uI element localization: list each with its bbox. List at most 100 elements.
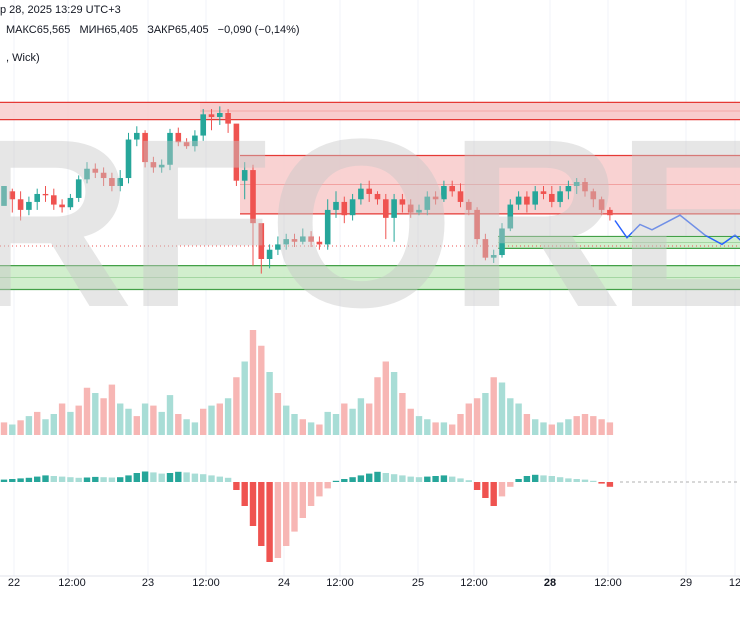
volume-bar-67 — [556, 422, 564, 435]
histogram-bar-58 — [482, 482, 489, 498]
volume-bar-14 — [117, 403, 124, 435]
volume-bar-32 — [266, 372, 273, 435]
volume-bar-35 — [291, 414, 298, 435]
histogram-bar-49 — [407, 476, 414, 482]
histogram-bar-30 — [249, 482, 257, 526]
candle-body-64 — [532, 191, 538, 205]
volume-bar-39 — [324, 411, 331, 435]
candle-body-67 — [557, 191, 563, 202]
histogram-bar-61 — [507, 482, 514, 487]
candle-body-23 — [192, 135, 198, 147]
histogram-bar-29 — [241, 482, 248, 506]
candle-body-49 — [407, 204, 414, 213]
candle-body-72 — [598, 199, 605, 210]
candle-body-7 — [59, 204, 65, 208]
candle-body-71 — [590, 191, 597, 200]
watermark-text: RFOREX.c — [0, 89, 740, 357]
candle-body-28 — [233, 123, 240, 181]
histogram-bar-27 — [224, 477, 232, 482]
volume-bar-43 — [357, 398, 365, 435]
volume-bar-42 — [349, 408, 356, 435]
histogram-bar-37 — [307, 482, 315, 506]
candle-body-13 — [109, 178, 115, 186]
histogram-bar-17 — [141, 471, 149, 482]
volume-bar-4 — [34, 411, 41, 435]
ohlc-high: МАКС65,565 — [6, 24, 70, 36]
time-axis-label-6: 25 — [411, 577, 425, 589]
candle-body-30 — [250, 170, 256, 224]
histogram-bar-50 — [415, 477, 423, 482]
volume-bar-26 — [216, 403, 223, 435]
histogram-bar-1 — [9, 479, 16, 482]
volume-bar-9 — [75, 405, 82, 435]
volume-bar-56 — [465, 403, 472, 435]
histogram-bar-73 — [606, 482, 614, 487]
histogram-bar-33 — [274, 482, 282, 558]
histogram-bar-72 — [598, 482, 605, 484]
volume-bar-5 — [42, 419, 49, 435]
histogram-bar-51 — [424, 476, 431, 482]
candle-body-1 — [9, 191, 16, 200]
volume-bar-0 — [0, 422, 8, 435]
candle-body-38 — [316, 241, 323, 245]
histogram-bar-59 — [490, 482, 497, 506]
histogram-bar-2 — [17, 478, 24, 482]
candle-body-12 — [100, 172, 107, 179]
volume-bar-57 — [473, 398, 481, 435]
time-axis[interactable]: 22 12:00 23 12:00 24 12:00 25 12:00 28 12:00 29 12 — [0, 577, 740, 597]
volume-bar-31 — [258, 345, 265, 435]
histogram-bar-7 — [58, 476, 66, 482]
price-zones — [0, 101, 740, 291]
time-axis-label-1: 12:00 — [58, 577, 86, 589]
candle-body-26 — [217, 113, 223, 117]
histogram-bar-41 — [341, 479, 348, 482]
volume-bar-58 — [482, 393, 489, 435]
time-axis-label-0: 22 — [7, 577, 21, 589]
histogram-bar-8 — [67, 477, 74, 482]
candle-body-60 — [499, 228, 505, 256]
time-axis-label-2: 23 — [141, 577, 155, 589]
volume-bar-25 — [208, 405, 215, 435]
volume-bar-66 — [548, 424, 555, 435]
volume-bar-12 — [100, 398, 107, 435]
volume-bar-1 — [9, 424, 16, 435]
histogram-bar-12 — [100, 477, 107, 482]
candle-body-40 — [333, 201, 339, 210]
candle-body-31 — [258, 223, 265, 259]
volume-bar-33 — [274, 393, 282, 435]
candle-body-24 — [200, 114, 206, 136]
ohlc-low: МИН65,405 — [79, 24, 138, 36]
candle-body-2 — [17, 199, 24, 210]
time-axis-label-11: 12 — [728, 577, 740, 589]
candle-body-4 — [34, 193, 40, 202]
histogram-bar-28 — [233, 482, 240, 490]
volume-bar-37 — [307, 422, 315, 435]
volume-bar-73 — [606, 422, 614, 435]
forecast-path — [614, 214, 740, 246]
chart-datetime: р 28, 2025 13:29 UTC+3 — [0, 4, 121, 16]
volume-bar-29 — [241, 361, 248, 435]
indicator-legend[interactable]: , Wick) — [6, 52, 40, 64]
candle-body-0 — [1, 186, 7, 206]
volume-bar-71 — [590, 416, 597, 435]
volume-bar-70 — [581, 414, 589, 435]
histogram-bar-70 — [581, 479, 589, 482]
histogram-bar-53 — [440, 475, 448, 482]
histogram-bar-24 — [200, 474, 207, 482]
histogram-bar-5 — [42, 475, 49, 482]
candle-body-21 — [175, 132, 182, 143]
histogram-bar-42 — [349, 477, 356, 482]
candle-body-70 — [582, 182, 588, 192]
volume-bar-61 — [507, 398, 514, 435]
time-axis-label-9: 12:00 — [594, 577, 622, 589]
volume-bar-68 — [565, 419, 572, 435]
volume-bar-41 — [341, 403, 348, 435]
volume-bar-20 — [166, 395, 174, 435]
candle-body-19 — [158, 164, 165, 168]
histogram-bar-23 — [191, 473, 199, 482]
time-axis-label-3: 12:00 — [192, 577, 220, 589]
histogram-bar-19 — [158, 473, 165, 482]
volume-bar-38 — [316, 424, 323, 435]
histogram-bar-39 — [324, 482, 331, 489]
